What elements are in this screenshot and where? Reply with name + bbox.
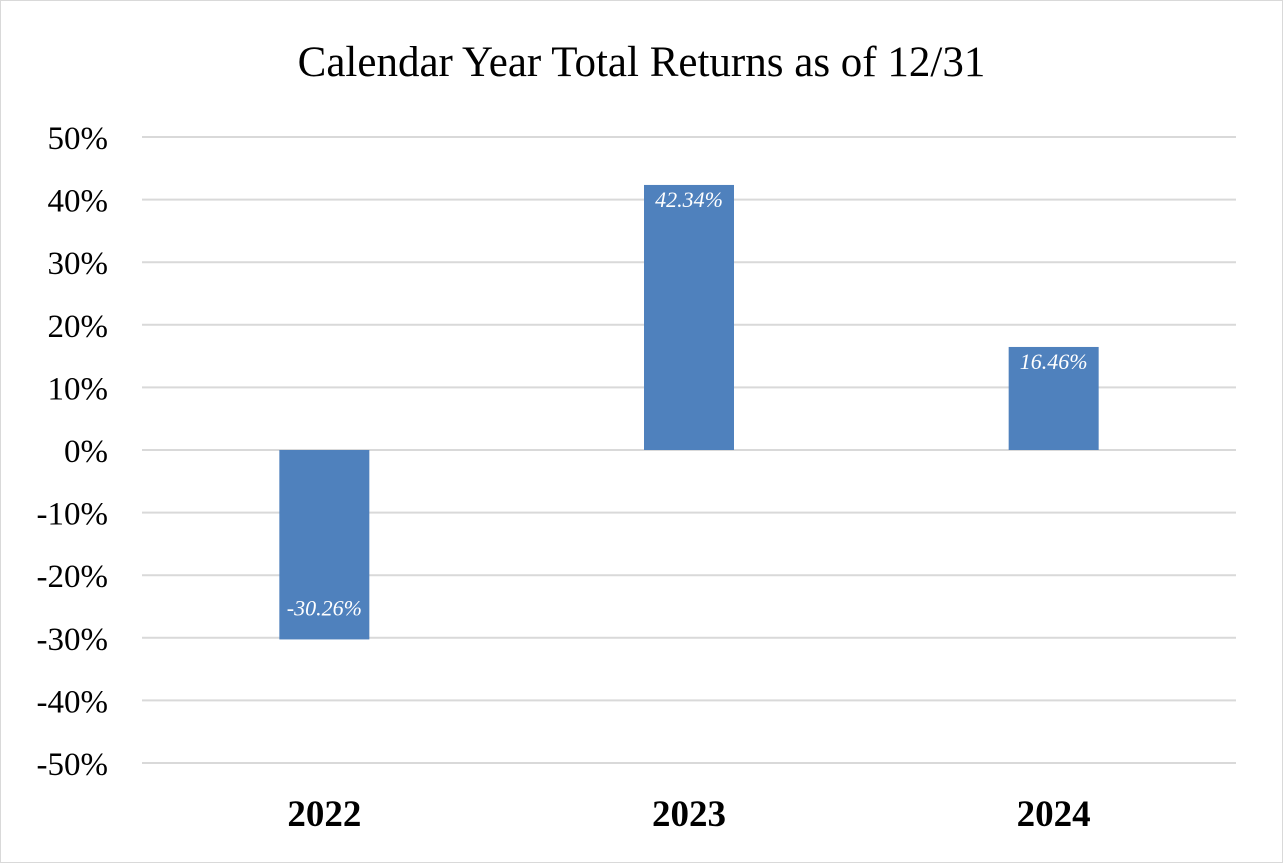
data-labels: -30.26% 42.34% 16.46% <box>287 187 1088 620</box>
y-tick-label: -50% <box>37 747 108 783</box>
y-tick-label: 50% <box>48 121 109 157</box>
bar-2023 <box>644 184 734 450</box>
y-tick-label: -40% <box>37 684 108 720</box>
data-label: 42.34% <box>655 187 723 212</box>
y-tick-label: 0% <box>64 434 108 470</box>
bars <box>279 184 1099 640</box>
bar-2024 <box>1008 346 1099 450</box>
x-tick-label: 2022 <box>287 794 361 835</box>
y-tick-label: -30% <box>37 622 108 658</box>
y-tick-label: 10% <box>48 371 109 407</box>
y-tick-label: 20% <box>48 309 109 345</box>
x-tick-label: 2024 <box>1017 794 1091 835</box>
y-tick-label: 30% <box>48 246 109 282</box>
x-tick-label: 2023 <box>652 794 726 835</box>
y-tick-label: 40% <box>48 184 109 220</box>
chart-title: Calendar Year Total Returns as of 12/31 <box>297 39 986 86</box>
x-axis-ticks: 2022 2023 2024 <box>287 794 1090 835</box>
y-tick-label: -20% <box>37 559 108 595</box>
data-label: -30.26% <box>287 595 362 620</box>
bar-2022 <box>279 450 370 640</box>
y-axis-ticks: 50% 40% 30% 20% 10% 0% -10% -20% -30% -40% -50% <box>37 121 108 783</box>
y-tick-label: -10% <box>37 497 108 533</box>
data-label: 16.46% <box>1020 349 1088 374</box>
